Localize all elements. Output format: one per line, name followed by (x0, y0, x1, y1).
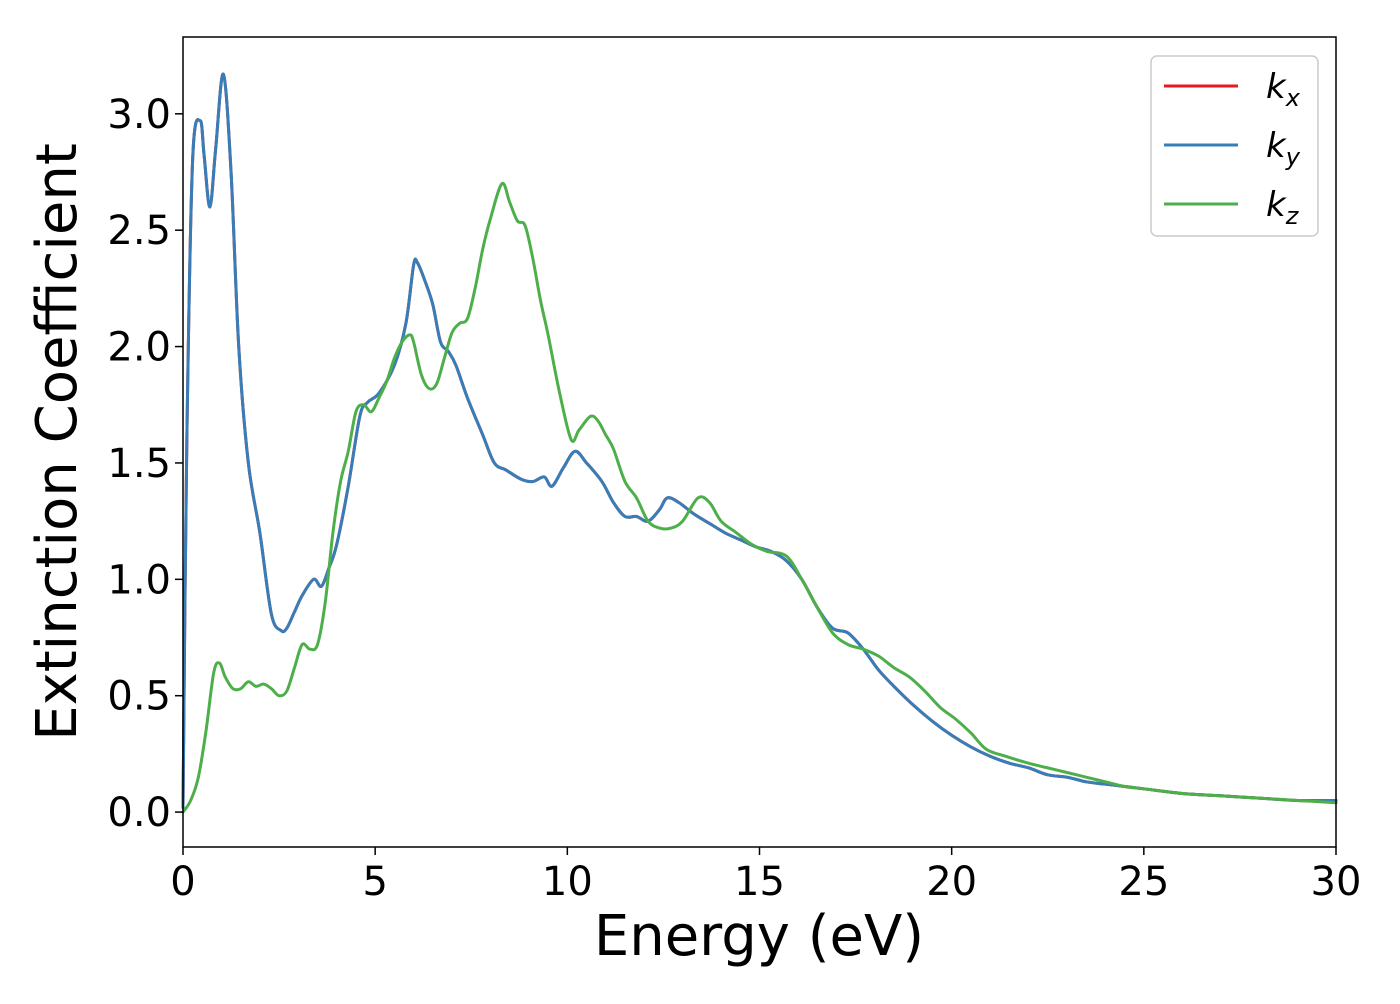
y-tick-label: 2.5 (107, 208, 171, 254)
legend-label-subscript: y (1285, 143, 1301, 171)
x-tick-label: 20 (926, 859, 977, 905)
legend-label-base: k (1266, 185, 1287, 225)
x-tick-label: 15 (734, 859, 785, 905)
y-axis: 0.0 0.5 1.0 1.5 2.0 2.5 3.0 (107, 92, 183, 836)
legend-label-ky: ky (1266, 126, 1301, 171)
y-axis-title: Extinction Coefficient (25, 143, 90, 741)
y-tick-label: 0.0 (107, 790, 171, 836)
y-tick-label: 0.5 (107, 674, 171, 720)
legend-label-subscript: x (1285, 84, 1301, 112)
x-axis-title: Energy (eV) (594, 904, 924, 969)
series-layer (181, 72, 1338, 814)
x-tick-label: 0 (170, 859, 195, 905)
x-tick-label: 30 (1311, 859, 1362, 905)
legend-label-kz: kz (1266, 185, 1300, 230)
x-tick-label: 5 (362, 859, 387, 905)
legend-label-base: k (1266, 126, 1287, 166)
legend-label-subscript: z (1285, 202, 1300, 230)
x-tick-label: 10 (542, 859, 593, 905)
legend-label-kx: kx (1266, 67, 1301, 112)
series-line-kz (181, 181, 1338, 814)
series-line-ky (181, 72, 1338, 809)
x-axis: 0 5 10 15 20 25 30 (170, 847, 1361, 905)
legend-label-base: k (1266, 67, 1287, 107)
x-tick-label: 25 (1118, 859, 1169, 905)
y-tick-label: 2.0 (107, 325, 171, 371)
y-tick-label: 1.0 (107, 557, 171, 603)
y-tick-label: 3.0 (107, 92, 171, 138)
y-tick-label: 1.5 (107, 441, 171, 487)
